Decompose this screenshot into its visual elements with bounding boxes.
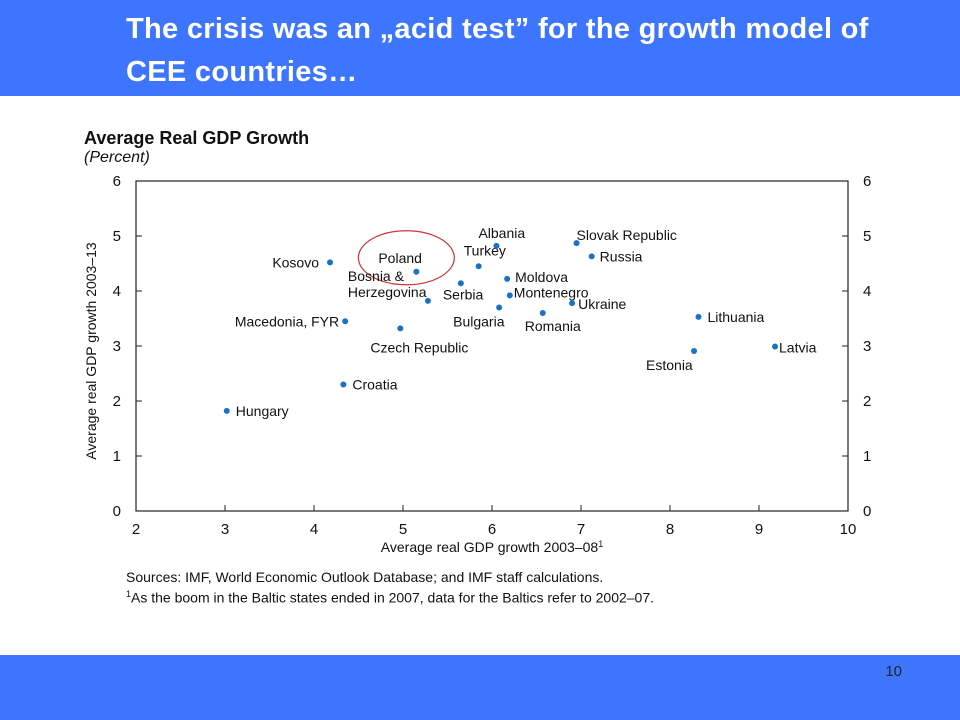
- label-poland: Poland: [378, 250, 422, 266]
- label-estonia: Estonia: [646, 357, 693, 373]
- point-serbia: [457, 280, 464, 287]
- x-tick-label: 10: [840, 521, 857, 538]
- label-romania: Romania: [525, 318, 581, 334]
- label-serbia: Serbia: [443, 286, 484, 302]
- chart-notes: Sources: IMF, World Economic Outlook Dat…: [126, 569, 654, 607]
- point-bulgaria: [496, 304, 503, 311]
- x-tick-label: 7: [577, 521, 585, 538]
- slide-title: The crisis was an „acid test” for the gr…: [126, 13, 869, 88]
- point-lithuania: [695, 313, 702, 320]
- x-tick-label: 3: [221, 521, 229, 538]
- x-axis-label: Average real GDP growth 2003–081: [381, 539, 603, 555]
- label-bosnia-herzegovina-line: Herzegovina: [348, 284, 427, 300]
- chart-subtitle: (Percent): [84, 149, 150, 166]
- point-bosnia-herzegovina: [424, 297, 431, 304]
- x-tick-label: 5: [399, 521, 407, 538]
- point-slovak-republic: [573, 240, 580, 247]
- point-montenegro: [506, 292, 513, 299]
- label-turkey: Turkey: [464, 242, 506, 258]
- label-croatia: Croatia: [352, 377, 397, 393]
- point-kosovo: [327, 259, 334, 266]
- x-tick-label: 8: [666, 521, 674, 538]
- sources-note: Sources: IMF, World Economic Outlook Dat…: [126, 569, 604, 585]
- chart-title: Average Real GDP Growth: [84, 128, 310, 148]
- point-romania: [539, 310, 546, 316]
- point-croatia: [340, 381, 347, 388]
- label-czech-republic: Czech Republic: [370, 339, 468, 355]
- title-banner: The crisis was an „acid test” for the gr…: [0, 0, 960, 96]
- point-macedonia-fyr: [342, 318, 349, 325]
- footnote-text: As the boom in the Baltic states ended i…: [131, 589, 655, 606]
- y-tick-label-right: 0: [863, 503, 871, 520]
- y-tick-label: 4: [113, 283, 121, 300]
- x-tick-label: 9: [755, 521, 763, 538]
- point-estonia: [691, 347, 698, 354]
- label-ukraine: Ukraine: [578, 296, 626, 312]
- point-moldova: [504, 275, 511, 282]
- label-lithuania: Lithuania: [707, 309, 764, 325]
- point-hungary: [223, 407, 230, 414]
- label-russia: Russia: [600, 248, 643, 264]
- x-tick-label: 6: [488, 521, 496, 538]
- label-macedonia-fyr: Macedonia, FYR: [235, 313, 339, 329]
- point-russia: [588, 253, 595, 260]
- label-montenegro: Montenegro: [514, 284, 589, 300]
- point-poland: [413, 268, 420, 275]
- y-tick-label: 2: [113, 393, 121, 410]
- point-latvia: [772, 343, 779, 350]
- y-tick-label: 3: [113, 338, 121, 355]
- y-tick-label-right: 6: [863, 173, 871, 190]
- y-tick-label-right: 5: [863, 228, 871, 245]
- point-turkey: [475, 263, 482, 270]
- y-tick-label: 6: [113, 173, 121, 190]
- label-bosnia-herzegovina: Bosnia & Herzegovina: [348, 268, 427, 300]
- x-tick-label: 4: [310, 521, 318, 538]
- point-albania: [493, 242, 500, 249]
- label-albania: Albania: [478, 225, 525, 241]
- point-ukraine: [569, 300, 576, 307]
- x-tick-label: 2: [132, 521, 140, 538]
- highlight-circle: [357, 230, 455, 286]
- y-tick-label-right: 3: [863, 338, 871, 355]
- y-tick-label-right: 2: [863, 393, 871, 410]
- y-tick-label: 0: [113, 503, 121, 520]
- label-slovak-republic: Slovak Republic: [577, 227, 677, 243]
- y-tick-label-right: 4: [863, 283, 871, 300]
- y-tick-label: 1: [113, 448, 121, 465]
- label-latvia: Latvia: [779, 340, 817, 356]
- label-hungary: Hungary: [236, 403, 289, 419]
- label-bosnia-herzegovina-line: Bosnia &: [348, 268, 405, 284]
- footnote-mark: 1: [126, 589, 132, 599]
- x-axis-label-sup: 1: [598, 539, 603, 549]
- y-tick-label-right: 1: [863, 448, 871, 465]
- page-number: 10: [885, 663, 902, 680]
- y-axis-label: Average real GDP growth 2003–13: [83, 242, 99, 460]
- footer-banner: 10: [0, 655, 960, 720]
- label-bulgaria: Bulgaria: [453, 314, 505, 330]
- label-kosovo: Kosovo: [272, 254, 319, 270]
- point-czech-republic: [397, 325, 404, 332]
- footnote: 1As the boom in the Baltic states ended …: [126, 586, 654, 607]
- label-moldova: Moldova: [515, 269, 568, 285]
- y-tick-label: 5: [113, 228, 121, 245]
